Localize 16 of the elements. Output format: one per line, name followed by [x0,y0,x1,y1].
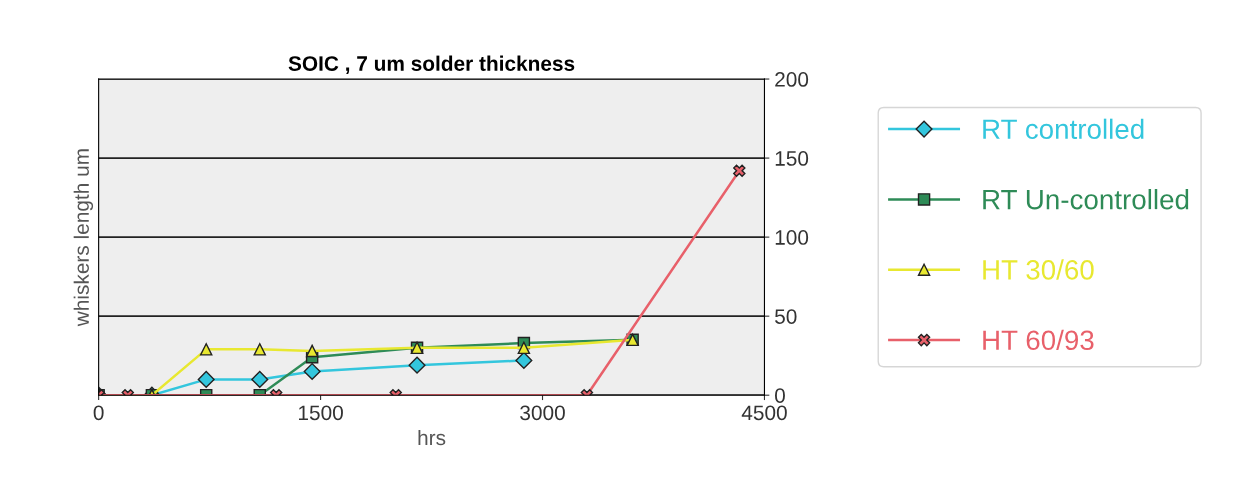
x-tick-label: 3000 [520,405,565,421]
y-axis-title: whiskers length um [73,149,94,327]
y-tick-label: 150 [775,151,809,166]
y-tick-label: 0 [775,388,785,403]
x-tick-label: 1500 [299,405,343,421]
y-tick-label: 100 [775,230,809,245]
legend-label: RT Un-controlled [983,189,1189,210]
x-tick-label: 4500 [741,405,787,421]
y-tick-label: 50 [775,309,797,324]
legend-label: HT 60/93 [983,329,1094,351]
legend-label: RT controlled [983,118,1144,140]
x-tick-label: 0 [93,405,104,421]
legend-label: HT 30/60 [983,259,1094,280]
x-axis-title: hrs [418,429,446,446]
y-tick-label: 200 [775,72,809,87]
chart-title: SOIC , 7 um solder thickness [288,55,575,74]
